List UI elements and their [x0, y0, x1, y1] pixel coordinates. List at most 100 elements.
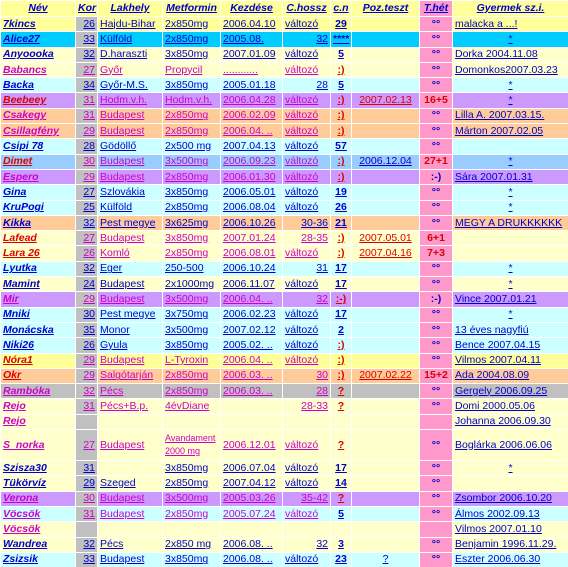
cell-name[interactable]: Dimet: [0, 153, 76, 170]
cell-cn: :): [330, 245, 352, 262]
cell-name[interactable]: Backa: [0, 77, 76, 94]
cell-metformin: 2x850mg: [162, 107, 221, 125]
cell-metformin: 3x850mg: [162, 77, 221, 94]
header-metformin[interactable]: Metformin: [162, 0, 221, 17]
cell-lakhely: Budapest: [97, 230, 163, 247]
cell-metformin: Avandament 2000 mg: [162, 429, 221, 462]
cell-name[interactable]: Csillagfény: [0, 123, 76, 140]
header-pozteszt[interactable]: Poz.teszt: [351, 0, 420, 17]
cell-lakhely: Budapest: [97, 551, 163, 567]
cell-name[interactable]: 7kincs: [0, 15, 76, 33]
cell-cn: ?: [330, 429, 352, 462]
cell-metformin: 2x850mg: [162, 31, 221, 48]
cell-pozteszt: [351, 15, 420, 33]
cell-cn: :): [330, 153, 352, 170]
cell-pozteszt: ?: [351, 551, 420, 567]
cell-kor: 30: [75, 490, 98, 507]
cell-metformin: 3x850mg: [162, 337, 221, 354]
cell-cn: 14: [330, 475, 352, 492]
cell-kor: 24: [75, 276, 98, 293]
cell-metformin: 3x850mg: [162, 460, 221, 477]
cell-lakhely: Külföld: [97, 199, 163, 216]
header-kor[interactable]: Kor: [75, 0, 98, 17]
cell-name[interactable]: Vöcsök: [0, 505, 76, 523]
cell-name[interactable]: Beebeey: [0, 92, 76, 109]
cell-pozteszt: 2007.02.13: [351, 92, 420, 109]
cell-kor: 27: [75, 61, 98, 79]
cell-pozteszt: [351, 429, 420, 462]
cell-thet: °°: [419, 490, 453, 507]
cell-cn: 17: [330, 306, 352, 323]
header-nev[interactable]: Név: [0, 0, 76, 17]
cell-name[interactable]: Monácska: [0, 321, 76, 339]
cell-name[interactable]: Mir: [0, 291, 76, 308]
cell-name[interactable]: Rejo: [0, 398, 76, 415]
cell-chossz: [282, 521, 331, 538]
cell-chossz: változó: [282, 352, 331, 369]
cell-thet: °°: [419, 15, 453, 33]
cell-chossz: változó: [282, 321, 331, 339]
header-kezdese[interactable]: Kezdése: [220, 0, 283, 17]
cell-name[interactable]: Lyutka: [0, 260, 76, 278]
cell-metformin: 2x850mg: [162, 168, 221, 186]
cell-name[interactable]: KruPogi: [0, 199, 76, 216]
cell-kezdese: 2005.03.26: [220, 490, 283, 507]
cell-name[interactable]: Espero: [0, 168, 76, 186]
header-lakhely[interactable]: Lakhely: [97, 0, 163, 17]
cell-name[interactable]: Tükörvíz: [0, 475, 76, 492]
cell-name[interactable]: Csipi 78: [0, 138, 76, 155]
cell-metformin: 2x850mg: [162, 123, 221, 140]
cell-kor: 32: [75, 214, 98, 232]
cell-name[interactable]: Szisza30: [0, 460, 76, 477]
cell-thet: °°: [419, 321, 453, 339]
cell-name[interactable]: Nóra1: [0, 352, 76, 369]
cell-chossz: [282, 413, 331, 431]
cell-name[interactable]: Gina: [0, 184, 76, 201]
header-cn[interactable]: c.n: [330, 0, 352, 17]
cell-thet: °°: [419, 107, 453, 125]
cell-kezdese: 2006.08.04: [220, 199, 283, 216]
cell-name[interactable]: Mniki: [0, 306, 76, 323]
cell-name[interactable]: Lara 26: [0, 245, 76, 262]
cell-kor: 26: [75, 337, 98, 354]
cell-name[interactable]: Vöcsök: [0, 521, 76, 538]
cell-name[interactable]: Csakegy: [0, 107, 76, 125]
cell-name[interactable]: Okr: [0, 367, 76, 385]
cell-cn: [330, 413, 352, 431]
cell-kor: [75, 413, 98, 431]
header-thet[interactable]: T.hét: [419, 0, 453, 17]
cell-thet: °°: [419, 505, 453, 523]
table-row: Rejo Johanna 2006.09.30: [0, 413, 568, 431]
cell-kor: 29: [75, 291, 98, 308]
cell-gyermek: Álmos 2002.09.13: [452, 505, 568, 523]
header-gyermek[interactable]: Gyermek sz.i.: [452, 0, 568, 17]
cell-gyermek: *: [452, 460, 568, 477]
cell-name[interactable]: Lafead: [0, 230, 76, 247]
cell-name[interactable]: Niki26: [0, 337, 76, 354]
cell-name[interactable]: Mamint: [0, 276, 76, 293]
cell-cn: 17: [330, 460, 352, 477]
cell-name[interactable]: Rejo: [0, 413, 76, 431]
cell-name[interactable]: Wandrea: [0, 536, 76, 553]
cell-name[interactable]: Alice27: [0, 31, 76, 48]
cell-kezdese: 2005.02. ..: [220, 337, 283, 354]
cell-kezdese: 2006.10.26: [220, 214, 283, 232]
cell-name[interactable]: S_norka: [0, 429, 76, 462]
cell-pozteszt: [351, 321, 420, 339]
table-row: Lara 26 26 Komló 2x850mg 2006.08.01 változó:)…: [0, 245, 568, 262]
table-row: KruPogi 25 Külföld 2x850mg 2006.08.04 változó…: [0, 199, 568, 216]
cell-name[interactable]: Rambóka: [0, 383, 76, 400]
cell-name[interactable]: Babancs: [0, 61, 76, 79]
cell-name[interactable]: Kikka: [0, 214, 76, 232]
header-chossz[interactable]: C.hossz: [282, 0, 331, 17]
cell-cn: 57: [330, 138, 352, 155]
table-row: Niki26 26 Gyula 3x850mg 2005.02. .. változó:)…: [0, 337, 568, 354]
cell-chossz: 28-35: [282, 230, 331, 247]
cell-chossz: 28-33: [282, 398, 331, 415]
cell-name[interactable]: Verona: [0, 490, 76, 507]
cell-lakhely: Pécs: [97, 383, 163, 400]
cell-name[interactable]: Zsizsik: [0, 551, 76, 567]
cell-name[interactable]: Anyoooka: [0, 46, 76, 63]
cell-kezdese: 2006.05.01: [220, 184, 283, 201]
table-row: Mir 29 Budapest 3x500mg 2006.04. .. 32:-):-) V…: [0, 291, 568, 308]
